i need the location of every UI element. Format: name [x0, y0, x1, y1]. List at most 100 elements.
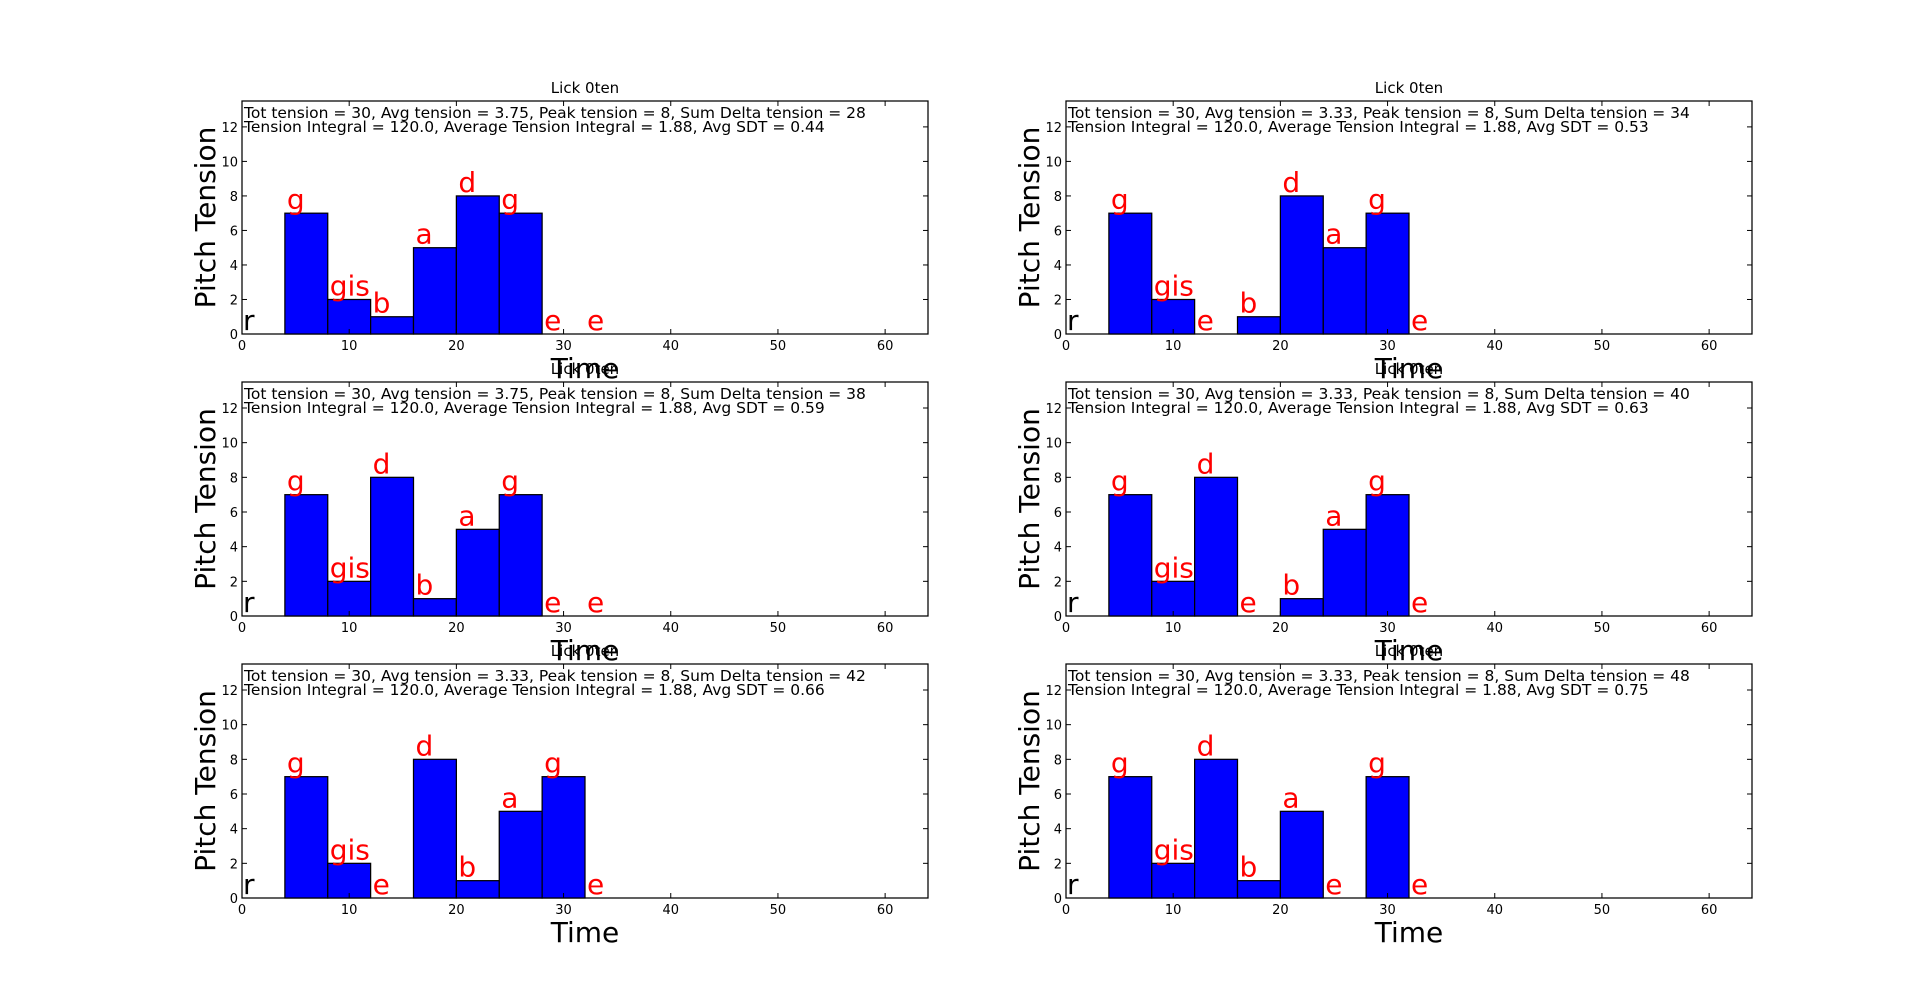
note-label: a: [1325, 499, 1342, 532]
note-label: d: [1197, 447, 1215, 480]
rest-label: r: [243, 304, 255, 337]
rest-label: r: [243, 868, 255, 901]
y-tick-label: 0: [230, 328, 238, 343]
note-label: gis: [1154, 269, 1194, 302]
note-label: b: [1240, 287, 1258, 320]
stats-line-2: Tension Integral = 120.0, Average Tensio…: [1067, 399, 1649, 417]
y-tick-label: 6: [1054, 506, 1062, 521]
x-tick-label: 50: [1594, 621, 1611, 636]
x-tick-label: 50: [770, 903, 787, 918]
note-label: e: [1240, 586, 1257, 619]
y-tick-label: 10: [221, 719, 238, 734]
y-tick-label: 8: [230, 471, 238, 486]
x-tick-label: 30: [1379, 621, 1396, 636]
x-tick-label: 20: [1272, 339, 1289, 354]
x-axis-label: Time: [550, 916, 620, 949]
x-tick-label: 0: [1062, 339, 1070, 354]
stats-line-2: Tension Integral = 120.0, Average Tensio…: [1067, 681, 1649, 699]
x-tick-label: 30: [555, 339, 572, 354]
bar-d: [1194, 758, 1239, 899]
note-label: g: [1111, 183, 1129, 216]
note-label: g: [287, 465, 305, 498]
stats-line-2: Tension Integral = 120.0, Average Tensio…: [243, 118, 825, 136]
bar-gis: [327, 298, 372, 335]
bar-g: [498, 494, 543, 617]
x-tick-label: 50: [1594, 339, 1611, 354]
y-tick-label: 4: [230, 259, 238, 274]
y-axis-label: Pitch Tension: [1013, 408, 1046, 590]
x-tick-label: 30: [555, 621, 572, 636]
stats-line-1: Tot tension = 30, Avg tension = 3.75, Pe…: [243, 385, 866, 403]
y-tick-label: 6: [230, 788, 238, 803]
bar-gis: [327, 580, 372, 617]
note-label: g: [1111, 747, 1129, 780]
note-label: g: [1368, 747, 1386, 780]
note-label: g: [1368, 183, 1386, 216]
note-label: gis: [1154, 551, 1194, 584]
y-tick-label: 6: [230, 224, 238, 239]
y-tick-label: 6: [1054, 224, 1062, 239]
bar-g: [1365, 776, 1410, 899]
chart-title: Lick 0ten: [551, 79, 619, 97]
chart-title: Lick 0ten: [1375, 360, 1443, 378]
stats-line-2: Tension Integral = 120.0, Average Tensio…: [243, 399, 825, 417]
x-tick-label: 60: [1701, 903, 1718, 918]
note-label: g: [287, 183, 305, 216]
x-tick-label: 50: [1594, 903, 1611, 918]
note-label: a: [458, 499, 475, 532]
chart-title: Lick 0ten: [551, 642, 619, 660]
note-label: b: [373, 287, 391, 320]
note-label: e: [1197, 304, 1214, 337]
bar-a: [1322, 528, 1367, 617]
note-label: a: [1282, 781, 1299, 814]
note-label: gis: [330, 269, 370, 302]
note-label: b: [458, 851, 476, 884]
stats-line-2: Tension Integral = 120.0, Average Tensio…: [243, 681, 825, 699]
note-label: g: [501, 465, 519, 498]
stats-line-1: Tot tension = 30, Avg tension = 3.75, Pe…: [243, 104, 866, 122]
x-tick-label: 50: [770, 339, 787, 354]
bar-gis: [1151, 862, 1196, 899]
note-label: e: [587, 304, 604, 337]
stats-line-1: Tot tension = 30, Avg tension = 3.33, Pe…: [1067, 385, 1690, 403]
y-tick-label: 10: [221, 437, 238, 452]
bar-d: [1279, 195, 1324, 335]
x-tick-label: 30: [1379, 903, 1396, 918]
note-label: e: [1325, 868, 1342, 901]
note-label: a: [501, 781, 518, 814]
x-tick-label: 10: [1165, 621, 1182, 636]
bar-g: [1365, 212, 1410, 335]
x-tick-label: 30: [1379, 339, 1396, 354]
rest-label: r: [1067, 304, 1079, 337]
note-label: b: [1282, 569, 1300, 602]
x-tick-label: 10: [341, 621, 358, 636]
x-tick-label: 0: [238, 903, 246, 918]
y-tick-label: 10: [1045, 155, 1062, 170]
note-label: d: [458, 166, 476, 199]
y-tick-label: 12: [1045, 402, 1062, 417]
x-tick-label: 20: [448, 621, 465, 636]
x-tick-label: 10: [341, 339, 358, 354]
note-label: a: [1325, 218, 1342, 251]
y-tick-label: 4: [1054, 259, 1062, 274]
y-tick-label: 10: [1045, 437, 1062, 452]
note-label: d: [1282, 166, 1300, 199]
bar-g: [284, 776, 329, 899]
bar-gis: [1151, 298, 1196, 335]
y-tick-label: 4: [230, 541, 238, 556]
x-tick-label: 50: [770, 621, 787, 636]
y-tick-label: 6: [1054, 788, 1062, 803]
y-tick-label: 12: [1045, 121, 1062, 136]
x-axis-label: Time: [1374, 916, 1444, 949]
x-tick-label: 20: [448, 903, 465, 918]
note-label: e: [544, 304, 561, 337]
y-tick-label: 4: [1054, 823, 1062, 838]
x-axis-label: Time: [1374, 352, 1444, 385]
x-tick-label: 60: [1701, 339, 1718, 354]
chart-title: Lick 0ten: [1375, 642, 1443, 660]
